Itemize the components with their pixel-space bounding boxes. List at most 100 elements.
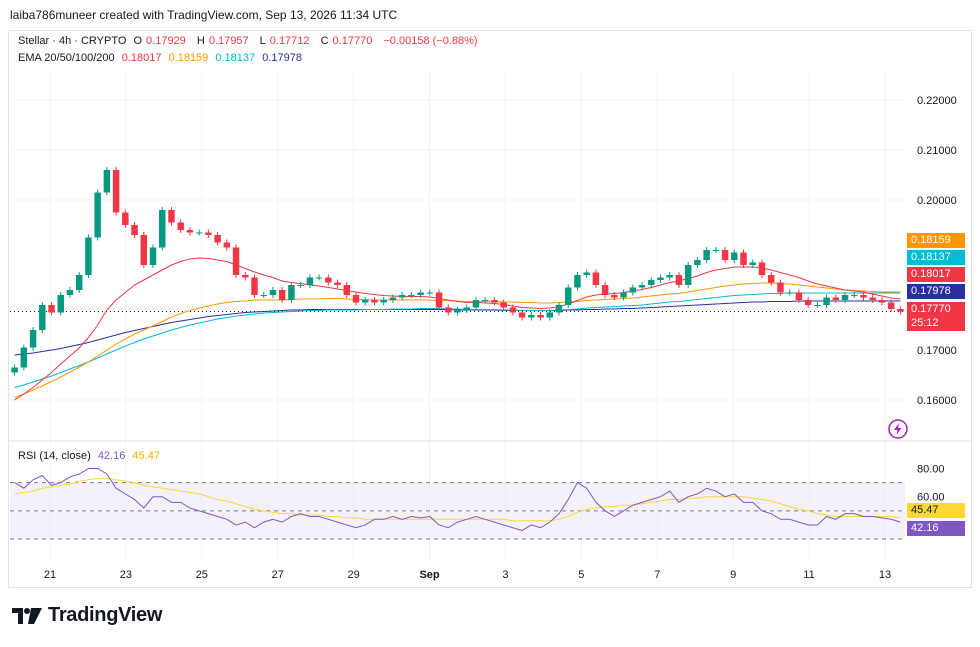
- candle-body: [491, 300, 498, 303]
- candle-body: [731, 252, 738, 260]
- candle-body: [48, 305, 55, 313]
- candle-body: [620, 292, 627, 298]
- candle-body: [131, 225, 138, 235]
- candle-body: [159, 210, 166, 248]
- close-value: 0.17770: [332, 35, 373, 47]
- last-price-tag: 0.17770: [907, 302, 965, 317]
- candle-body: [675, 275, 683, 285]
- candle-body: [168, 210, 175, 223]
- candle-body: [205, 232, 212, 235]
- low-label: L: [259, 35, 266, 47]
- time-tick-label: Sep: [419, 569, 439, 581]
- candle-body: [75, 275, 83, 290]
- time-tick-label: 27: [272, 569, 284, 581]
- ema50-value: 0.18159: [168, 52, 209, 64]
- candles: [11, 167, 904, 376]
- candle-body: [758, 262, 766, 275]
- candle-body: [112, 170, 120, 213]
- ema200-value: 0.17978: [262, 52, 302, 64]
- rsi-tick-label: 60.00: [917, 492, 945, 504]
- ohlc-legend: Stellar · 4h · CRYPTO O 0.17929 H 0.17957 …: [18, 35, 482, 47]
- candle-body: [740, 252, 747, 265]
- rsi-value: 42.16: [97, 450, 126, 462]
- ema20-price-tag: 0.18017: [907, 267, 965, 282]
- candle-body: [463, 307, 470, 310]
- low-value: 0.17712: [269, 35, 310, 47]
- candle-body: [795, 292, 803, 300]
- candle-body: [315, 277, 323, 279]
- candle-body: [417, 292, 424, 295]
- candle-body: [472, 300, 480, 308]
- rsi-ma-value: 45.47: [132, 450, 160, 462]
- candle-body: [574, 275, 581, 288]
- candle-body: [325, 277, 332, 283]
- ema20-value: 0.18017: [121, 52, 162, 64]
- candle-body: [767, 275, 775, 283]
- time-tick-label: 29: [348, 569, 360, 581]
- bar-countdown-tag: 25:12: [907, 316, 965, 331]
- ema-lines: [14, 257, 901, 401]
- candle-body: [149, 247, 157, 265]
- candle-body: [278, 290, 286, 300]
- candle-body: [841, 295, 849, 300]
- candle-body: [362, 300, 369, 303]
- candle-body: [860, 295, 867, 298]
- candle-body: [297, 285, 304, 286]
- candle-body: [408, 295, 415, 296]
- ema50-line: [14, 282, 901, 398]
- candle-body: [684, 265, 692, 285]
- time-tick-label: 7: [654, 569, 660, 581]
- candle-body: [832, 297, 840, 300]
- candle-body: [528, 315, 535, 318]
- tradingview-logo[interactable]: TradingView: [12, 604, 162, 627]
- candle-body: [260, 295, 267, 296]
- candle-body: [851, 295, 858, 296]
- time-tick-label: 23: [120, 569, 132, 581]
- candle-body: [869, 297, 876, 300]
- candle-body: [306, 277, 314, 285]
- candle-body: [445, 307, 452, 313]
- candle-body: [242, 275, 249, 278]
- candle-body: [251, 277, 258, 295]
- candle-body: [749, 262, 756, 265]
- rsi-ma-tag: 45.47: [907, 503, 965, 518]
- price-chart[interactable]: 0.22000 0.21000 0.20000 0.17000 0.16000 21 23 2…: [0, 0, 980, 600]
- candle-body: [288, 285, 295, 300]
- time-tick-label: 13: [879, 569, 891, 581]
- ema-label[interactable]: EMA 20/50/100/200: [18, 52, 115, 64]
- chart-frame: [8, 30, 972, 588]
- rsi-ma-line: [14, 477, 901, 522]
- candle-body: [823, 297, 830, 305]
- candle-body: [122, 212, 129, 225]
- candle-body: [186, 230, 194, 233]
- ema20-line: [14, 257, 901, 401]
- candle-body: [232, 247, 240, 275]
- candle-body: [804, 300, 812, 305]
- candle-body: [352, 295, 360, 303]
- candle-body: [11, 367, 18, 373]
- candle-body: [712, 250, 720, 251]
- candle-body: [694, 260, 701, 265]
- candle-body: [371, 300, 378, 303]
- candle-body: [583, 272, 590, 275]
- high-value: 0.17957: [208, 35, 249, 47]
- candle-body: [611, 295, 618, 298]
- open-label: O: [133, 35, 143, 47]
- candle-body: [195, 232, 203, 234]
- price-tick-label: 0.16000: [917, 395, 957, 407]
- candle-body: [380, 300, 387, 303]
- candle-body: [94, 192, 101, 238]
- candle-body: [721, 250, 729, 260]
- tradingview-logo-icon: [12, 607, 42, 624]
- candle-body: [177, 222, 184, 230]
- symbol-label[interactable]: Stellar · 4h · CRYPTO: [18, 35, 127, 47]
- rsi-lines: [14, 467, 901, 532]
- ema100-value: 0.18137: [215, 52, 256, 64]
- high-label: H: [196, 35, 205, 47]
- candle-body: [343, 285, 351, 295]
- candle-body: [389, 297, 397, 300]
- candle-body: [223, 242, 231, 248]
- rsi-label[interactable]: RSI (14, close): [18, 450, 91, 462]
- lightning-icon[interactable]: [887, 418, 909, 440]
- candle-body: [537, 315, 544, 318]
